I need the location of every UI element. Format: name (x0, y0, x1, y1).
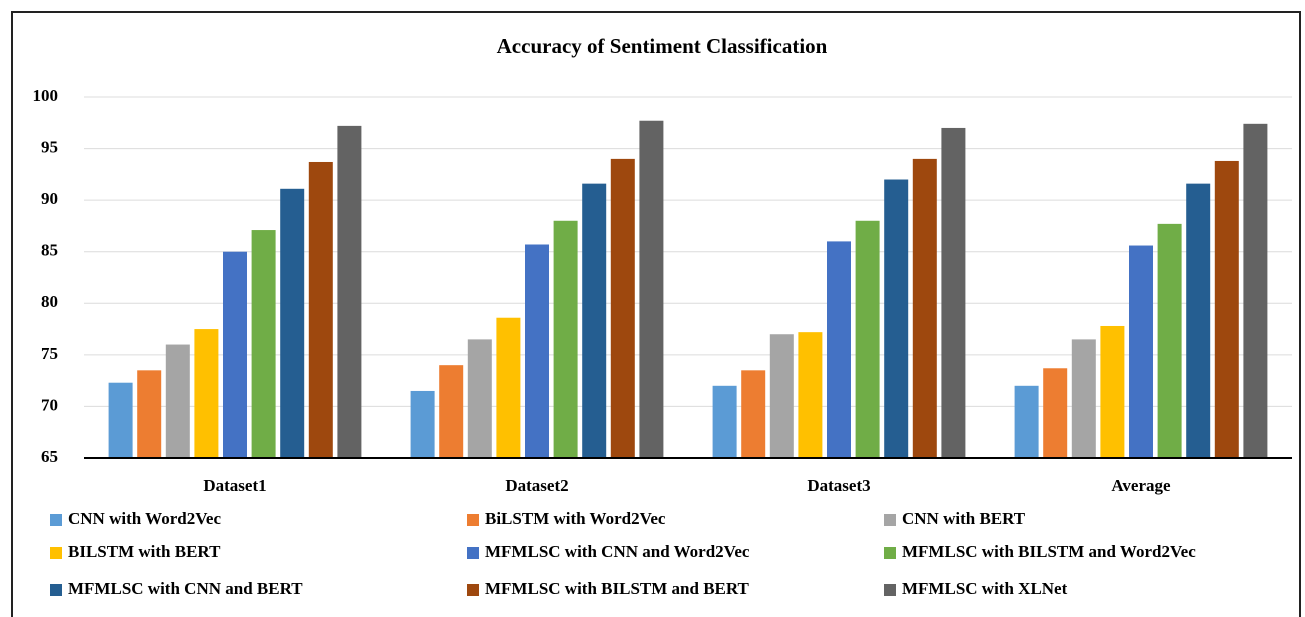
legend-swatch (884, 514, 896, 526)
bar (194, 329, 219, 458)
bar (1100, 325, 1125, 458)
legend-swatch (467, 547, 479, 559)
frame (11, 11, 1301, 617)
y-tick-label: 100 (33, 86, 59, 105)
bar (610, 158, 635, 458)
bar (1071, 339, 1096, 458)
bar (165, 344, 190, 458)
legend-label: MFMLSC with BILSTM and BERT (485, 579, 750, 598)
bar (741, 370, 766, 458)
bar (1214, 160, 1239, 458)
legend-swatch (884, 547, 896, 559)
bar (251, 230, 276, 458)
x-tick-label: Average (1111, 476, 1171, 495)
y-tick-label: 70 (41, 395, 58, 414)
bar (582, 183, 607, 458)
y-tick-label: 90 (41, 189, 58, 208)
x-tick-label: Dataset1 (203, 476, 266, 495)
bar (337, 125, 362, 458)
bar (1157, 223, 1182, 458)
bar (137, 370, 162, 458)
legend-swatch (884, 584, 896, 596)
chart-title: Accuracy of Sentiment Classification (497, 34, 828, 58)
bar (884, 179, 909, 458)
legend-swatch (467, 514, 479, 526)
bar (1129, 245, 1153, 458)
legend-label: CNN with Word2Vec (68, 509, 221, 528)
x-tick-label: Dataset3 (807, 476, 870, 495)
bar (553, 220, 578, 458)
y-tick-label: 80 (41, 292, 58, 311)
bar (827, 241, 851, 458)
legend-label: MFMLSC with CNN and BERT (68, 579, 303, 598)
legend-swatch (467, 584, 479, 596)
bar (941, 127, 966, 458)
legend-label: MFMLSC with BILSTM and Word2Vec (902, 542, 1196, 561)
bar (769, 334, 794, 458)
legend-label: BiLSTM with Word2Vec (485, 509, 666, 528)
bar (712, 385, 737, 458)
bar (308, 161, 333, 459)
bar (496, 317, 521, 458)
bar (798, 332, 823, 458)
bar (855, 220, 880, 458)
bar (525, 244, 549, 458)
bar (1043, 368, 1068, 458)
legend-swatch (50, 514, 62, 526)
legend-label: MFMLSC with CNN and Word2Vec (485, 542, 750, 561)
legend-swatch (50, 547, 62, 559)
legend-label: CNN with BERT (902, 509, 1026, 528)
bar (280, 188, 305, 458)
legend-label: BILSTM with BERT (68, 542, 221, 561)
bar (1243, 123, 1268, 459)
bar (223, 251, 247, 458)
bar (467, 339, 492, 458)
bar (108, 382, 133, 458)
bar (439, 365, 464, 458)
legend-label: MFMLSC with XLNet (902, 579, 1068, 598)
bar (1014, 385, 1039, 458)
y-tick-label: 95 (41, 137, 58, 156)
bar (410, 390, 435, 458)
x-tick-label: Dataset2 (505, 476, 568, 495)
y-tick-label: 75 (41, 344, 58, 363)
y-tick-label: 85 (41, 241, 58, 260)
bar (912, 158, 937, 458)
legend-swatch (50, 584, 62, 596)
bar (1186, 183, 1211, 458)
y-tick-label: 65 (41, 447, 58, 466)
bar (639, 120, 664, 459)
